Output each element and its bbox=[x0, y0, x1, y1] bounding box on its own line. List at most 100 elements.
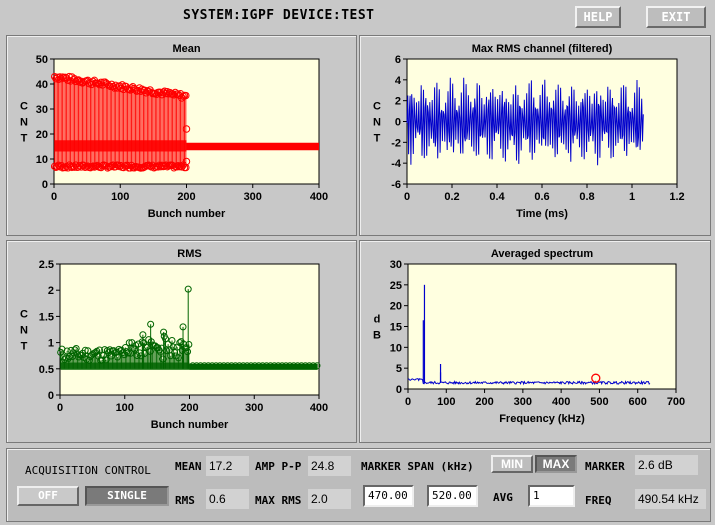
y-axis-label-char: d bbox=[374, 314, 381, 326]
y-tick-label: 15 bbox=[390, 322, 402, 334]
rms-point bbox=[251, 362, 259, 370]
x-tick-label: 300 bbox=[514, 396, 532, 408]
freq-value: 490.54 kHz bbox=[635, 489, 706, 509]
y-axis-label-char: T bbox=[21, 341, 28, 353]
x-tick-label: 0 bbox=[51, 191, 57, 203]
exit-button[interactable]: EXIT bbox=[646, 6, 706, 28]
x-axis-label: Bunch number bbox=[151, 419, 229, 431]
x-tick-label: 400 bbox=[310, 191, 328, 203]
mean-point bbox=[106, 82, 115, 91]
rms-point bbox=[313, 362, 321, 370]
min-button[interactable]: MIN bbox=[491, 455, 533, 473]
mean-label: MEAN bbox=[175, 460, 202, 473]
y-tick-label: 1.5 bbox=[39, 311, 54, 323]
rms-point bbox=[286, 362, 294, 370]
x-tick-label: 0.2 bbox=[444, 191, 459, 203]
spectrum-trace bbox=[407, 378, 651, 386]
y-axis-label-char: C bbox=[20, 101, 28, 113]
x-axis-label: Bunch number bbox=[148, 208, 226, 220]
rms-point bbox=[305, 362, 313, 370]
rms-peak-point bbox=[147, 320, 155, 328]
y-tick-label: 0.5 bbox=[39, 364, 54, 376]
rms-point bbox=[197, 362, 204, 370]
rms-point bbox=[282, 362, 290, 370]
x-tick-label: 1 bbox=[629, 191, 635, 203]
y-axis-label-char: T bbox=[21, 133, 28, 145]
rms-point bbox=[302, 362, 309, 370]
span-to-input[interactable]: 520.00 bbox=[427, 485, 478, 507]
avg-input[interactable]: 1 bbox=[528, 485, 575, 507]
mean-panel: Mean 0 100 200 300 400 0 10 20 30 40 50 Bunch number… bbox=[6, 35, 357, 236]
x-tick-label: 0.4 bbox=[489, 191, 505, 203]
max-rms-label: MAX RMS bbox=[255, 494, 302, 507]
x-tick-label: 100 bbox=[437, 396, 455, 408]
y-tick-label: -4 bbox=[391, 158, 402, 170]
y-tick-label: 0 bbox=[48, 390, 54, 402]
x-tick-label: 600 bbox=[629, 396, 647, 408]
rms-point bbox=[278, 362, 286, 370]
acquisition-control-label: ACQUISITION CONTROL bbox=[25, 464, 151, 477]
mean-point bbox=[130, 84, 138, 93]
y-axis-label-char: T bbox=[374, 133, 381, 145]
rms-point bbox=[84, 347, 92, 355]
single-button[interactable]: SINGLE bbox=[85, 486, 169, 506]
rms-point bbox=[294, 362, 302, 370]
rms-point bbox=[270, 362, 278, 370]
acquisition-control-panel: ACQUISITION CONTROL OFF SINGLE MEAN 17.2… bbox=[6, 448, 711, 522]
rms-point bbox=[309, 362, 317, 370]
mean-tail bbox=[186, 142, 319, 151]
y-tick-label: 2 bbox=[48, 285, 54, 297]
mean-point bbox=[172, 163, 181, 171]
window-title: SYSTEM:IGPF DEVICE:TEST bbox=[183, 8, 375, 23]
amp-pp-value: 24.8 bbox=[308, 456, 351, 476]
off-button[interactable]: OFF bbox=[17, 486, 79, 506]
x-tick-label: 0.6 bbox=[534, 191, 549, 203]
x-tick-label: 400 bbox=[552, 396, 570, 408]
title-bar: SYSTEM:IGPF DEVICE:TEST HELP EXIT bbox=[0, 0, 715, 32]
plot-area bbox=[407, 263, 677, 390]
x-tick-label: 0 bbox=[57, 402, 63, 414]
rms-point bbox=[224, 362, 232, 370]
rms-point bbox=[130, 345, 138, 353]
y-tick-label: 25 bbox=[390, 280, 402, 292]
rms-plot: RMS 0 100 200 300 400 0 0.5 1 1.5 2 2.5 Bunch number… bbox=[20, 248, 328, 431]
rms-peak-point bbox=[179, 323, 187, 331]
rms-point bbox=[200, 362, 208, 370]
y-axis-label-char: N bbox=[373, 117, 381, 129]
rms-point bbox=[81, 346, 89, 354]
mean-point bbox=[127, 84, 136, 92]
rms-point bbox=[290, 362, 298, 370]
rms-band bbox=[60, 362, 190, 370]
rms-point bbox=[134, 340, 142, 348]
rms-panel: RMS 0 100 200 300 400 0 0.5 1 1.5 2 2.5 Bunch number… bbox=[6, 240, 357, 443]
x-tick-label: 100 bbox=[111, 191, 129, 203]
help-button[interactable]: HELP bbox=[575, 6, 621, 28]
marker-circle bbox=[591, 373, 601, 383]
mean-value: 17.2 bbox=[206, 456, 249, 476]
x-tick-label: 0 bbox=[405, 396, 411, 408]
rms-peak-point bbox=[184, 285, 192, 293]
rms-point bbox=[228, 362, 235, 370]
rms-point bbox=[274, 362, 282, 370]
rms-point bbox=[298, 362, 305, 370]
mean-point bbox=[52, 75, 60, 83]
y-tick-label: 0 bbox=[395, 117, 401, 129]
span-from-input[interactable]: 470.00 bbox=[363, 485, 414, 507]
rms-point bbox=[255, 362, 263, 370]
y-axis-label-char: B bbox=[373, 330, 381, 342]
rms-point bbox=[235, 362, 243, 370]
marker-span-label: MARKER SPAN (kHz) bbox=[361, 460, 474, 473]
mean-point bbox=[182, 91, 190, 100]
y-tick-label: 10 bbox=[36, 154, 48, 166]
x-tick-label: 700 bbox=[667, 396, 685, 408]
rms-point bbox=[263, 362, 270, 370]
y-axis-label-char: N bbox=[20, 325, 28, 337]
rms-point bbox=[168, 336, 176, 344]
x-tick-label: 200 bbox=[177, 191, 195, 203]
x-tick-label: 0.8 bbox=[579, 191, 594, 203]
plot-title: Max RMS channel (filtered) bbox=[472, 43, 613, 55]
max-button[interactable]: MAX bbox=[535, 455, 577, 473]
rms-point bbox=[247, 362, 255, 370]
rms-point bbox=[189, 362, 197, 370]
x-tick-label: 200 bbox=[475, 396, 493, 408]
